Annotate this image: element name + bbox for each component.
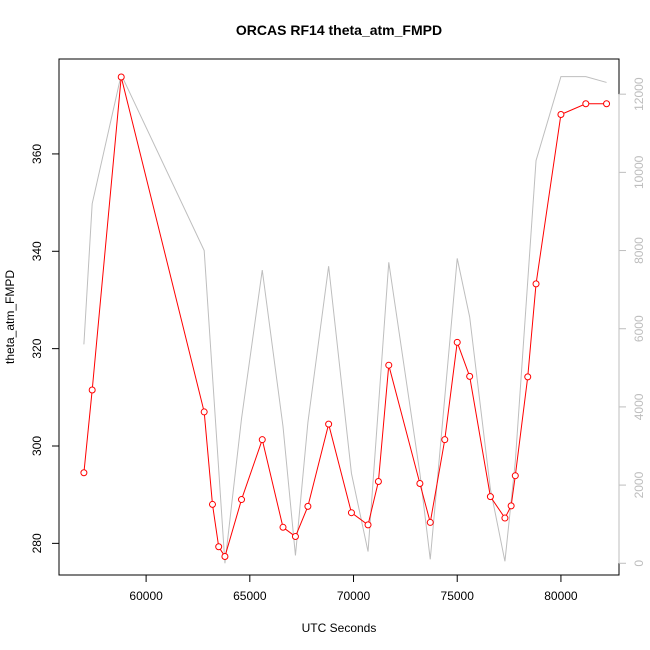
y2-tick-label: 8000	[632, 237, 646, 264]
x-tick-label: 65000	[233, 589, 267, 603]
y-axis-left: 280 300 320 340 360	[30, 144, 60, 553]
theta-point	[80, 469, 88, 477]
x-axis-label: UTC Seconds	[302, 621, 377, 635]
y-tick-label: 280	[30, 533, 44, 553]
plot-frame	[58, 58, 620, 576]
theta-point	[511, 472, 519, 480]
theta-point	[200, 408, 208, 416]
theta-line	[83, 76, 607, 558]
y-tick-label: 300	[30, 436, 44, 456]
theta-point	[385, 361, 393, 369]
y2-tick-label: 0	[632, 560, 646, 567]
y-axis-label: theta_atm_FMPD	[3, 270, 17, 364]
x-tick-label: 80000	[544, 589, 578, 603]
theta-series	[80, 73, 611, 561]
x-tick-label: 60000	[129, 589, 163, 603]
y2-tick-label: 12000	[632, 77, 646, 111]
y-axis-right: 0 2000 4000 6000 8000 10000 12000	[618, 77, 646, 567]
theta-point	[426, 518, 434, 526]
x-tick-label: 75000	[441, 589, 475, 603]
theta-point	[441, 436, 449, 444]
theta-point	[304, 502, 312, 510]
theta-point	[258, 436, 266, 444]
theta-point	[88, 386, 96, 394]
y2-tick-label: 10000	[632, 155, 646, 189]
theta-point	[374, 478, 382, 486]
y-tick-label: 320	[30, 338, 44, 358]
altitude-line	[83, 73, 607, 564]
y2-tick-label: 4000	[632, 393, 646, 420]
theta-point	[325, 420, 333, 428]
y2-tick-label: 6000	[632, 315, 646, 342]
theta-point	[507, 502, 515, 510]
theta-point	[466, 372, 474, 380]
theta-point	[364, 521, 372, 529]
y-tick-label: 360	[30, 144, 44, 164]
x-tick-label: 70000	[337, 589, 371, 603]
y2-tick-label: 2000	[632, 471, 646, 498]
theta-point	[279, 523, 287, 531]
theta-point	[221, 553, 229, 561]
y-tick-label: 340	[30, 241, 44, 261]
theta-point	[117, 73, 125, 81]
theta-point	[486, 493, 494, 501]
theta-point	[557, 110, 565, 118]
chart-title: ORCAS RF14 theta_atm_FMPD	[236, 22, 442, 38]
theta-point	[347, 509, 355, 517]
theta-point	[238, 496, 246, 504]
x-axis: 60000 65000 70000 75000 80000	[129, 574, 578, 603]
theta-point	[416, 479, 424, 487]
altitude-series	[83, 73, 607, 564]
theta-point	[501, 514, 509, 522]
theta-point	[215, 543, 223, 551]
theta-point	[582, 100, 590, 108]
theta-point	[603, 100, 611, 108]
theta-point	[453, 338, 461, 346]
theta-point	[524, 373, 532, 381]
theta-point	[532, 280, 540, 288]
theta-point	[291, 533, 299, 541]
theta-point	[208, 500, 216, 508]
